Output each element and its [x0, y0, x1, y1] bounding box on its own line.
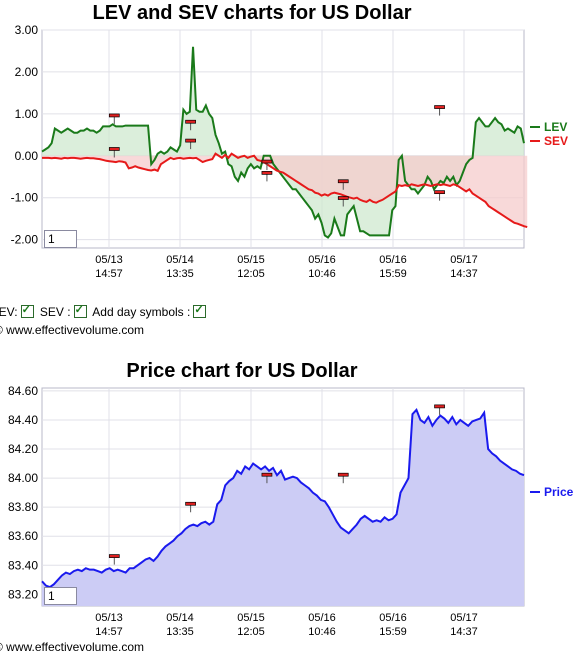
x-tick-time: 15:59	[379, 626, 407, 638]
y-tick-label: 83.20	[8, 587, 38, 601]
x-tick-time: 14:37	[450, 626, 478, 638]
lev-option-label: LEV:	[0, 305, 18, 319]
y-tick-label: 84.00	[8, 471, 38, 485]
day-symbol	[434, 190, 445, 195]
x-tick-date: 05/17	[450, 254, 478, 266]
y-tick-label: 84.20	[8, 442, 38, 456]
day-symbol	[108, 147, 120, 151]
lev-checkbox[interactable]	[20, 303, 34, 318]
y-tick-label: 83.60	[8, 529, 38, 543]
x-tick-time: 12:05	[237, 626, 265, 638]
day-symbol	[337, 196, 349, 200]
chart-title-lev-sev: LEV and SEV charts for US Dollar	[92, 2, 412, 24]
x-tick-date: 05/16	[379, 254, 407, 266]
x-tick-date: 05/13	[95, 254, 123, 266]
sev-checkbox[interactable]	[73, 303, 87, 318]
series-line-sev	[42, 152, 528, 229]
x-tick-time: 14:57	[95, 268, 123, 280]
y-tick-label: 83.40	[8, 558, 38, 572]
day-symbol	[434, 404, 445, 409]
chart-title-price: Price chart for US Dollar	[126, 360, 358, 382]
x-tick-date: 05/14	[166, 254, 194, 266]
x-tick-date: 05/16	[308, 254, 336, 266]
y-tick-label: 83.80	[8, 500, 38, 514]
day-symbol	[185, 501, 196, 506]
sev-option-label: SEV :	[39, 305, 71, 319]
x-tick-time: 14:37	[450, 268, 478, 280]
x-tick-date: 05/13	[95, 612, 123, 624]
x-tick-time: 10:46	[308, 268, 336, 280]
y-tick-label: 1.00	[15, 107, 39, 121]
day-symbols-checkbox[interactable]	[193, 303, 207, 318]
day-symbol	[337, 472, 349, 477]
series-line-price	[41, 407, 525, 589]
website-credit-bottom: © www.effectivevolume.com	[0, 640, 145, 654]
day-symbol	[108, 554, 120, 558]
x-tick-date: 05/16	[379, 612, 407, 624]
x-tick-time: 14:57	[95, 626, 123, 638]
day-symbols-option-label: Add day symbols :	[92, 305, 191, 319]
chart-options-row: LEV: SEV : Add day symbols :	[0, 303, 209, 319]
day-symbol	[108, 113, 120, 118]
series-area-lev	[42, 46, 524, 238]
lev-chart-input-box[interactable]: 1	[44, 230, 77, 248]
day-symbol	[185, 138, 196, 143]
legend-label-sev: SEV	[544, 134, 568, 148]
price-chart-input-box[interactable]: 1	[44, 587, 77, 605]
x-tick-time: 13:35	[166, 268, 194, 280]
day-symbol	[434, 105, 445, 109]
legend-label-lev: LEV	[544, 120, 567, 134]
x-tick-date: 05/16	[308, 612, 336, 624]
series-line-lev	[41, 46, 525, 239]
day-symbol	[261, 171, 273, 175]
day-symbol	[337, 179, 349, 184]
y-tick-label: -1.00	[11, 191, 39, 205]
x-tick-date: 05/17	[450, 612, 478, 624]
day-symbol	[261, 159, 273, 164]
website-credit: © www.effectivevolume.com	[0, 323, 145, 337]
y-tick-label: 2.00	[15, 65, 39, 79]
legend-label-price: Price	[544, 485, 574, 499]
y-tick-label: 0.00	[15, 149, 39, 163]
x-tick-date: 05/15	[237, 612, 265, 624]
series-area-price	[42, 409, 524, 606]
y-tick-label: -2.00	[11, 233, 39, 247]
y-tick-label: 84.60	[8, 384, 38, 398]
x-tick-date: 05/14	[166, 612, 194, 624]
x-tick-time: 13:35	[166, 626, 194, 638]
day-symbol	[185, 119, 196, 124]
lev-sev-chart: 05/13 14:57 05/14 13:35 05/15 12:05 05/16 10:46…	[11, 23, 568, 280]
series-area-sev	[42, 153, 528, 228]
day-symbol	[261, 472, 273, 477]
x-tick-date: 05/15	[237, 254, 265, 266]
x-tick-time: 12:05	[237, 268, 265, 280]
y-tick-label: 84.40	[8, 413, 38, 427]
y-tick-label: 3.00	[15, 23, 39, 37]
x-tick-time: 15:59	[379, 268, 407, 280]
x-tick-time: 10:46	[308, 626, 336, 638]
